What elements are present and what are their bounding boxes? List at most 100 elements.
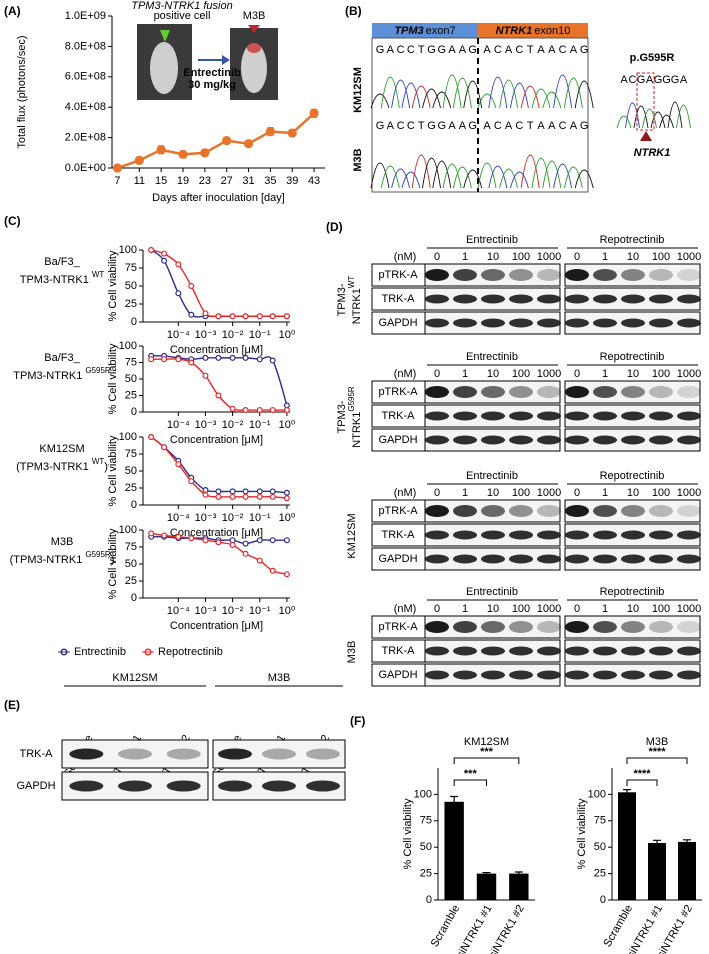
x-tick-label: 10⁰	[279, 329, 296, 341]
y-tick-label: 50	[125, 558, 137, 570]
x-tick-label: 23	[199, 175, 211, 187]
chromatogram-peak	[442, 163, 462, 189]
blot-band	[565, 318, 589, 328]
base-letter: C	[559, 120, 567, 132]
blot-band	[481, 269, 505, 281]
blot-row-label: GAPDH	[378, 434, 417, 446]
dose-label: 10	[487, 368, 499, 380]
blot-band	[425, 386, 449, 398]
y-tick-label: 100	[588, 788, 606, 800]
cell-line-label: KM12SM	[39, 443, 84, 455]
base-letter: A	[646, 74, 654, 86]
data-point	[283, 313, 290, 320]
x-axis-title: Concentration [μM]	[170, 620, 263, 632]
y-tick-label: 0	[426, 894, 432, 906]
blot-band	[537, 554, 561, 564]
significance-bracket	[626, 757, 688, 764]
unit-label: (nM)	[394, 251, 417, 263]
blot-band	[425, 435, 449, 445]
base-letter: T	[418, 120, 425, 132]
chromatogram-peak	[520, 154, 540, 189]
base-letter: C	[559, 44, 567, 56]
cell-line-label: M3B	[51, 536, 74, 548]
blot-band	[425, 505, 449, 517]
chromatogram-peak	[432, 91, 452, 109]
cell-line-sup: G595R	[347, 386, 356, 412]
dose-label: 0	[434, 603, 440, 615]
data-point	[175, 356, 182, 363]
cell-line-main: NTRK1	[351, 288, 363, 324]
chromatogram-peak	[574, 169, 594, 189]
blot-band	[306, 780, 340, 792]
blot-band	[481, 435, 505, 445]
blot-row-label: pTRK-A	[378, 386, 418, 398]
y-tick-label: 100	[119, 244, 137, 256]
mouse-body	[150, 42, 178, 94]
x-tick-label: 43	[308, 175, 320, 187]
blot-band	[621, 670, 645, 680]
error-bar	[653, 839, 661, 846]
y-tick-label: 50	[420, 841, 432, 853]
x-tick-label: 10⁻¹	[249, 512, 271, 524]
blot-band	[593, 554, 617, 564]
blot-band	[649, 530, 673, 540]
drug-label: Repotrectinib	[600, 351, 665, 363]
significance-bracket	[626, 779, 658, 786]
data-point	[243, 139, 254, 149]
data-point	[178, 149, 188, 159]
chromatogram-peak	[463, 169, 483, 189]
chromatogram-peak	[659, 114, 674, 129]
base-letter: A	[680, 74, 688, 86]
chromatogram-peak	[531, 157, 551, 189]
y-tick-label: 0	[131, 316, 137, 328]
data-point	[283, 537, 290, 544]
bar	[648, 842, 666, 900]
chromatogram-peak	[499, 168, 519, 189]
panel-label: (C)	[4, 214, 21, 228]
base-letter: G	[427, 120, 436, 132]
bar	[444, 801, 464, 900]
base-letter: A	[483, 44, 491, 56]
y-tick-label: 0.0E+00	[65, 162, 106, 174]
y-tick-label: 25	[125, 575, 137, 587]
base-letter: A	[387, 120, 395, 132]
x-tick-label: 31	[242, 175, 254, 187]
base-letter: A	[570, 120, 578, 132]
data-point	[161, 444, 168, 451]
blot-band	[453, 386, 477, 398]
blot-band	[481, 505, 505, 517]
significance-label: ****	[648, 746, 666, 758]
blot-band	[565, 646, 589, 656]
blot-band	[509, 294, 533, 304]
data-point	[202, 537, 209, 544]
x-tick-label: Scramble	[429, 903, 463, 949]
drug-label: Entrectinib	[466, 351, 518, 363]
blot-band	[677, 386, 701, 398]
data-point	[215, 354, 222, 361]
tumor-marker	[248, 25, 260, 33]
dose-label: 1	[602, 603, 608, 615]
bar	[618, 792, 636, 900]
cell-line-label-end: )	[104, 461, 108, 473]
x-tick-label: 10⁻³	[195, 512, 217, 524]
cell-line-label: (TPM3-NTRK1 G595R)	[10, 550, 115, 566]
y-tick-label: 8.0E+08	[65, 40, 106, 52]
data-point	[161, 356, 168, 363]
y-tick-label: 100	[119, 431, 137, 443]
x-axis-title: Days after inoculation [day]	[152, 192, 285, 204]
data-point	[242, 488, 249, 495]
blot-band	[537, 386, 561, 398]
cell-line-label: NTRK1G595R	[347, 386, 363, 448]
blot-band	[218, 748, 252, 760]
blot-band	[509, 646, 533, 656]
y-tick-label: 50	[594, 841, 606, 853]
base-letter: T	[418, 44, 425, 56]
base-letter: A	[570, 44, 578, 56]
bar	[476, 873, 497, 900]
data-point	[256, 488, 263, 495]
blot-band	[593, 294, 617, 304]
data-point	[202, 354, 209, 361]
data-point	[265, 126, 275, 137]
blot-band	[218, 780, 252, 792]
exon-header	[372, 23, 478, 38]
